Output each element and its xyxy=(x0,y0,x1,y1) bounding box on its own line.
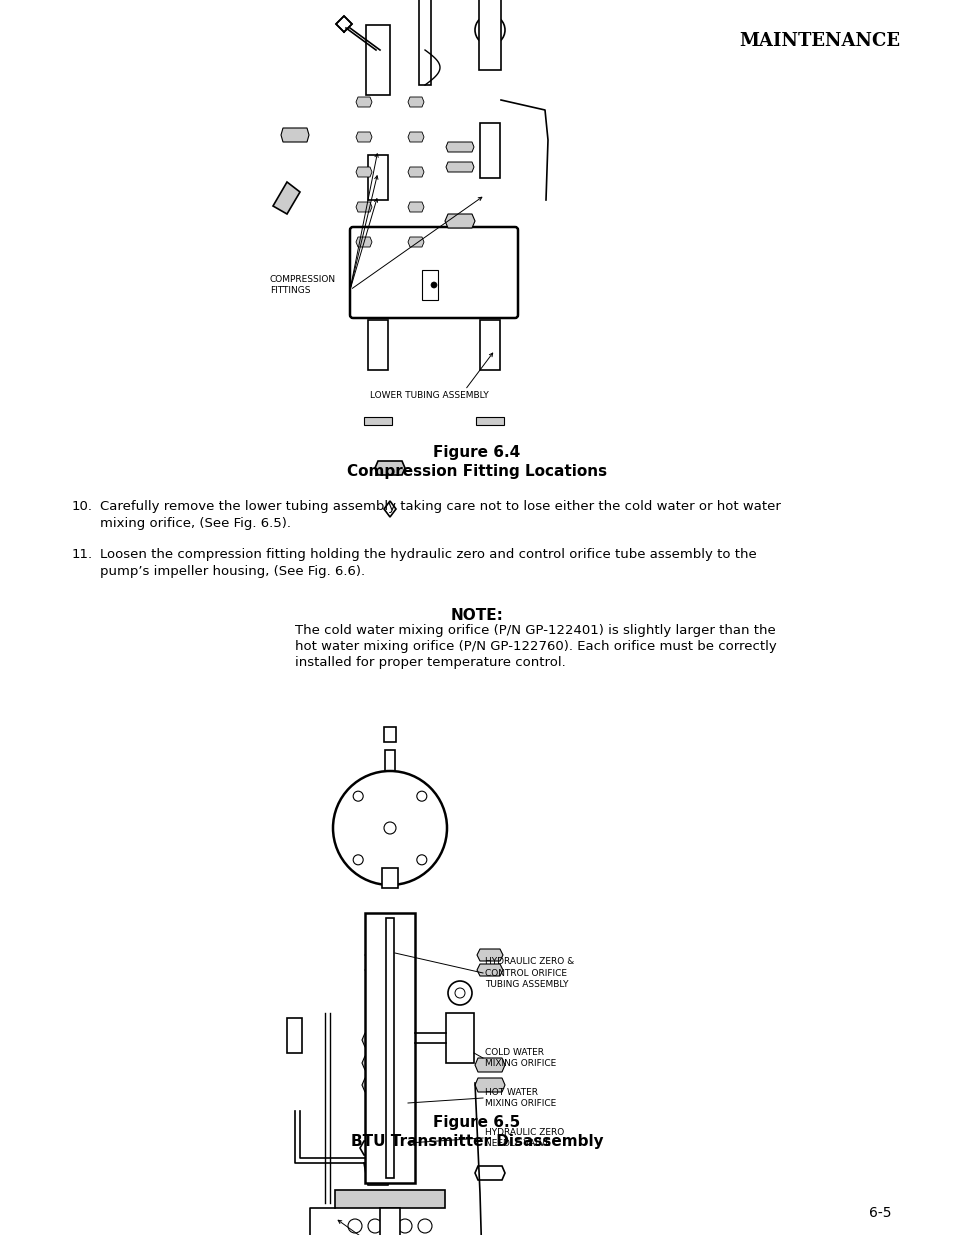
Circle shape xyxy=(417,1219,432,1233)
Text: The cold water mixing orifice (P/N GP-122401) is slightly larger than the: The cold water mixing orifice (P/N GP-12… xyxy=(294,624,775,637)
Bar xyxy=(368,320,388,370)
Bar xyxy=(476,417,503,425)
Polygon shape xyxy=(408,132,423,142)
Bar xyxy=(418,0,431,85)
Text: pump’s impeller housing, (See Fig. 6.6).: pump’s impeller housing, (See Fig. 6.6). xyxy=(100,564,365,578)
Text: HOT WATER
MIXING ORIFICE: HOT WATER MIXING ORIFICE xyxy=(484,1088,556,1108)
Polygon shape xyxy=(475,1078,504,1092)
Bar xyxy=(335,1191,444,1208)
Polygon shape xyxy=(446,142,474,152)
Bar xyxy=(479,320,499,370)
Text: MAINTENANCE: MAINTENANCE xyxy=(739,32,900,49)
Bar xyxy=(366,25,390,95)
Polygon shape xyxy=(384,501,395,517)
Circle shape xyxy=(475,15,504,44)
Text: BTU Transmitter Disassembly: BTU Transmitter Disassembly xyxy=(351,1134,602,1149)
Text: LOWER TUBING ASSEMBLY: LOWER TUBING ASSEMBLY xyxy=(370,390,488,399)
Polygon shape xyxy=(408,237,423,247)
Polygon shape xyxy=(476,965,502,976)
Polygon shape xyxy=(476,948,502,961)
Bar xyxy=(365,913,415,1183)
Bar xyxy=(478,0,500,70)
Circle shape xyxy=(416,855,426,864)
Polygon shape xyxy=(365,948,391,961)
Circle shape xyxy=(368,1219,381,1233)
Text: COLD WATER
MIXING ORIFICE: COLD WATER MIXING ORIFICE xyxy=(484,1049,556,1068)
Polygon shape xyxy=(361,1078,394,1092)
Circle shape xyxy=(353,855,363,864)
Polygon shape xyxy=(408,203,423,212)
Bar xyxy=(379,1208,399,1235)
Polygon shape xyxy=(335,16,352,32)
Polygon shape xyxy=(355,167,372,177)
Circle shape xyxy=(416,792,426,802)
Text: Carefully remove the lower tubing assembly taking care not to lose either the co: Carefully remove the lower tubing assemb… xyxy=(100,500,781,513)
Text: HYDRAULIC ZERO
NEEDLE VALVE: HYDRAULIC ZERO NEEDLE VALVE xyxy=(484,1128,563,1149)
Polygon shape xyxy=(475,1058,504,1072)
Polygon shape xyxy=(365,965,391,976)
Circle shape xyxy=(431,282,436,288)
FancyBboxPatch shape xyxy=(350,227,517,317)
Bar xyxy=(385,750,395,778)
Circle shape xyxy=(397,1219,412,1233)
Circle shape xyxy=(482,23,497,37)
Polygon shape xyxy=(408,98,423,107)
Text: Compression Fitting Locations: Compression Fitting Locations xyxy=(347,464,606,479)
Polygon shape xyxy=(444,214,475,228)
Text: NOTE:: NOTE: xyxy=(450,608,503,622)
Bar xyxy=(381,868,397,888)
Bar xyxy=(479,124,499,178)
Polygon shape xyxy=(361,1056,394,1070)
Circle shape xyxy=(348,1219,361,1233)
Text: 11.: 11. xyxy=(71,548,93,561)
Circle shape xyxy=(384,823,395,834)
Bar xyxy=(364,417,392,425)
Text: HYDRAULIC ZERO &
CONTROL ORIFICE
TUBING ASSEMBLY: HYDRAULIC ZERO & CONTROL ORIFICE TUBING … xyxy=(484,957,574,988)
Circle shape xyxy=(333,771,447,885)
Bar xyxy=(287,1018,302,1053)
Polygon shape xyxy=(408,167,423,177)
Circle shape xyxy=(448,981,472,1005)
Polygon shape xyxy=(273,182,299,214)
Polygon shape xyxy=(375,461,405,475)
Text: installed for proper temperature control.: installed for proper temperature control… xyxy=(294,656,565,669)
Text: Figure 6.4: Figure 6.4 xyxy=(433,445,520,459)
Circle shape xyxy=(353,792,363,802)
Bar xyxy=(384,727,395,742)
Polygon shape xyxy=(359,1141,395,1155)
Polygon shape xyxy=(361,1032,394,1047)
Polygon shape xyxy=(355,132,372,142)
Bar xyxy=(368,156,388,200)
Text: 6-5: 6-5 xyxy=(868,1207,890,1220)
Circle shape xyxy=(455,988,464,998)
Polygon shape xyxy=(355,237,372,247)
Polygon shape xyxy=(364,1163,392,1186)
Text: 10.: 10. xyxy=(71,500,92,513)
Text: Figure 6.5: Figure 6.5 xyxy=(433,1115,520,1130)
Polygon shape xyxy=(281,128,309,142)
Bar xyxy=(386,918,394,1178)
Bar xyxy=(446,1013,474,1063)
Text: COMPRESSION
FITTINGS: COMPRESSION FITTINGS xyxy=(270,275,335,295)
Polygon shape xyxy=(355,203,372,212)
Text: mixing orifice, (See Fig. 6.5).: mixing orifice, (See Fig. 6.5). xyxy=(100,517,291,530)
Polygon shape xyxy=(475,1166,504,1179)
Polygon shape xyxy=(446,162,474,172)
Bar xyxy=(421,270,437,300)
Text: hot water mixing orifice (P/N GP-122760). Each orifice must be correctly: hot water mixing orifice (P/N GP-122760)… xyxy=(294,640,776,653)
Text: Loosen the compression fitting holding the hydraulic zero and control orifice tu: Loosen the compression fitting holding t… xyxy=(100,548,756,561)
Polygon shape xyxy=(355,98,372,107)
